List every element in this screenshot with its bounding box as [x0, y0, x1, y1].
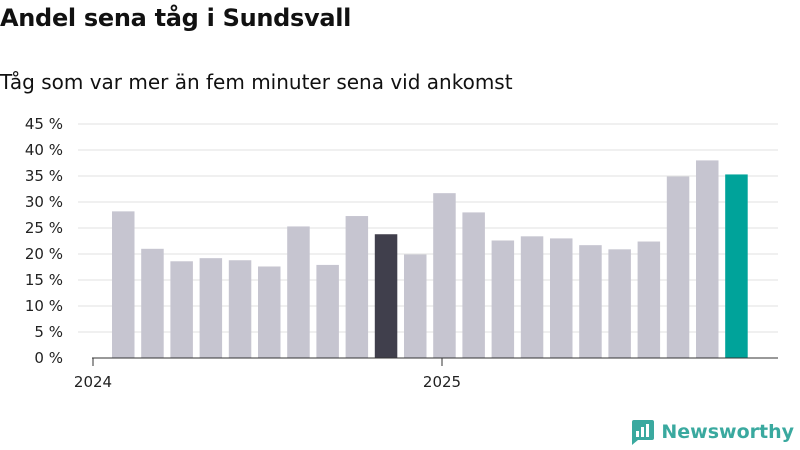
bar [112, 211, 135, 358]
axes: 0 % 5 % 10 % 15 % 20 % 25 % 30 % 35 % 40 % 45 % 20… [25, 115, 778, 391]
bar [345, 216, 369, 358]
bar [637, 241, 661, 358]
bar [287, 226, 310, 358]
chart-subtitle: Tåg som var mer än fem minuter sena vid … [0, 70, 513, 94]
bar [550, 238, 573, 358]
bar [520, 236, 544, 358]
brand-logo: Newsworthy [629, 418, 794, 446]
gridlines [78, 123, 778, 333]
bar [666, 176, 690, 358]
bar [725, 174, 748, 358]
bar [141, 248, 164, 358]
bar [433, 193, 456, 358]
y-tick-label: 15 % [25, 271, 63, 289]
bar [258, 266, 281, 358]
y-tick-label: 25 % [25, 219, 63, 237]
y-tick-label: 10 % [25, 297, 63, 315]
y-tick-label: 45 % [25, 115, 63, 133]
y-tick-label: 20 % [25, 245, 63, 263]
bar [374, 234, 398, 358]
bar [462, 212, 485, 358]
x-tick-label: 2025 [423, 373, 461, 391]
y-tick-label: 0 % [34, 349, 63, 367]
bar [579, 245, 602, 358]
y-tick-label: 35 % [25, 167, 63, 185]
bar [228, 260, 252, 358]
bars [112, 160, 748, 358]
x-tick-label: 2024 [74, 373, 112, 391]
bar [491, 240, 515, 358]
y-tick-label: 40 % [25, 141, 63, 159]
y-tick-label: 30 % [25, 193, 63, 211]
chart-title: Andel sena tåg i Sundsvall [0, 4, 352, 32]
newsworthy-logo-icon [632, 420, 655, 445]
bar [170, 261, 193, 358]
y-tick-label: 5 % [34, 323, 63, 341]
brand-name: Newsworthy [661, 421, 794, 443]
bar [608, 249, 631, 358]
bar [404, 254, 427, 358]
bar [316, 264, 339, 358]
bar [199, 258, 223, 358]
bar [696, 160, 719, 358]
